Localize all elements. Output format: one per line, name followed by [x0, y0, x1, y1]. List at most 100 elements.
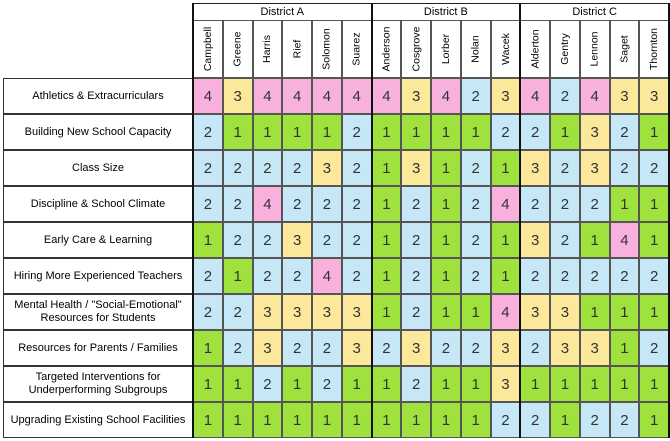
- score-cell: 1: [609, 186, 640, 222]
- score-cell: 2: [193, 186, 223, 222]
- row-label: Building New School Capacity: [3, 114, 193, 150]
- score-cell: 2: [520, 114, 550, 150]
- score-cell: 1: [490, 258, 521, 294]
- score-cell: 2: [222, 186, 253, 222]
- score-cell: 1: [193, 330, 223, 366]
- score-cell: 1: [371, 222, 402, 258]
- member-name: Saget: [609, 20, 640, 78]
- row-label: Upgrading Existing School Facilities: [3, 402, 193, 438]
- row-label: Resources for Parents / Families: [3, 330, 193, 366]
- score-cell: 2: [520, 402, 550, 438]
- score-cell: 2: [639, 258, 669, 294]
- score-cell: 2: [460, 78, 491, 114]
- score-cell: 4: [312, 78, 342, 114]
- score-cell: 1: [312, 114, 342, 150]
- score-cell: 1: [401, 114, 431, 150]
- score-cell: 1: [431, 402, 461, 438]
- member-name: Gentry: [550, 20, 580, 78]
- score-cell: 2: [341, 222, 372, 258]
- score-cell: 1: [252, 402, 283, 438]
- member-name: Thornton: [639, 20, 669, 78]
- score-cell: 3: [579, 114, 610, 150]
- member-name: Wacek: [490, 20, 521, 78]
- score-cell: 1: [639, 294, 669, 330]
- score-cell: 2: [550, 222, 580, 258]
- score-cell: 1: [550, 402, 580, 438]
- member-name: Suarez: [341, 20, 372, 78]
- score-cell: 2: [490, 402, 521, 438]
- score-cell: 1: [222, 114, 253, 150]
- score-cell: 1: [193, 366, 223, 402]
- score-cell: 1: [282, 114, 312, 150]
- score-cell: 2: [252, 258, 283, 294]
- score-cell: 1: [341, 366, 372, 402]
- score-cell: 1: [222, 402, 253, 438]
- score-cell: 1: [371, 258, 402, 294]
- score-cell: 2: [639, 330, 669, 366]
- score-cell: 2: [252, 366, 283, 402]
- score-cell: 1: [490, 222, 521, 258]
- score-cell: 2: [609, 402, 640, 438]
- row-label: Discipline & School Climate: [3, 186, 193, 222]
- score-cell: 3: [520, 150, 550, 186]
- score-cell: 2: [282, 186, 312, 222]
- score-cell: 1: [431, 186, 461, 222]
- score-cell: 1: [639, 366, 669, 402]
- score-cell: 4: [252, 78, 283, 114]
- score-cell: 1: [371, 294, 402, 330]
- score-cell: 4: [520, 78, 550, 114]
- score-cell: 3: [639, 78, 669, 114]
- score-cell: 2: [312, 222, 342, 258]
- score-cell: 1: [431, 294, 461, 330]
- score-cell: 3: [579, 150, 610, 186]
- score-cell: 1: [460, 366, 491, 402]
- row-label: Targeted Interventions for Underperformi…: [3, 366, 193, 402]
- score-cell: 1: [431, 366, 461, 402]
- score-cell: 1: [609, 294, 640, 330]
- score-cell: 1: [222, 366, 253, 402]
- member-name: Cosgrove: [401, 20, 431, 78]
- score-cell: 2: [520, 330, 550, 366]
- score-cell: 1: [579, 222, 610, 258]
- score-cell: 1: [431, 222, 461, 258]
- score-cell: 1: [312, 402, 342, 438]
- score-cell: 1: [460, 402, 491, 438]
- score-cell: 2: [401, 294, 431, 330]
- score-cell: 2: [282, 258, 312, 294]
- score-cell: 2: [460, 186, 491, 222]
- score-cell: 3: [252, 294, 283, 330]
- score-cell: 3: [341, 330, 372, 366]
- score-cell: 3: [401, 150, 431, 186]
- score-cell: 2: [282, 150, 312, 186]
- score-cell: 3: [282, 294, 312, 330]
- score-cell: 3: [490, 78, 521, 114]
- score-cell: 2: [401, 222, 431, 258]
- score-cell: 1: [550, 114, 580, 150]
- score-cell: 3: [550, 330, 580, 366]
- score-cell: 1: [401, 402, 431, 438]
- score-cell: 2: [609, 114, 640, 150]
- member-name: Harris: [252, 20, 283, 78]
- district-header: District A: [193, 3, 372, 20]
- member-name: Nolan: [460, 20, 491, 78]
- score-cell: 1: [371, 402, 402, 438]
- score-cell: 4: [193, 78, 223, 114]
- score-cell: 4: [371, 78, 402, 114]
- score-cell: 3: [490, 366, 521, 402]
- score-cell: 2: [639, 150, 669, 186]
- member-name: Rief: [282, 20, 312, 78]
- district-divider: [192, 3, 194, 438]
- score-cell: 2: [252, 150, 283, 186]
- score-cell: 3: [520, 294, 550, 330]
- score-cell: 1: [252, 114, 283, 150]
- score-cell: 2: [520, 258, 550, 294]
- score-cell: 2: [222, 294, 253, 330]
- score-cell: 2: [550, 78, 580, 114]
- score-cell: 2: [490, 114, 521, 150]
- score-cell: 2: [341, 186, 372, 222]
- district-divider: [519, 3, 522, 438]
- score-cell: 1: [193, 222, 223, 258]
- score-cell: 4: [341, 78, 372, 114]
- score-cell: 1: [431, 150, 461, 186]
- score-cell: 3: [609, 78, 640, 114]
